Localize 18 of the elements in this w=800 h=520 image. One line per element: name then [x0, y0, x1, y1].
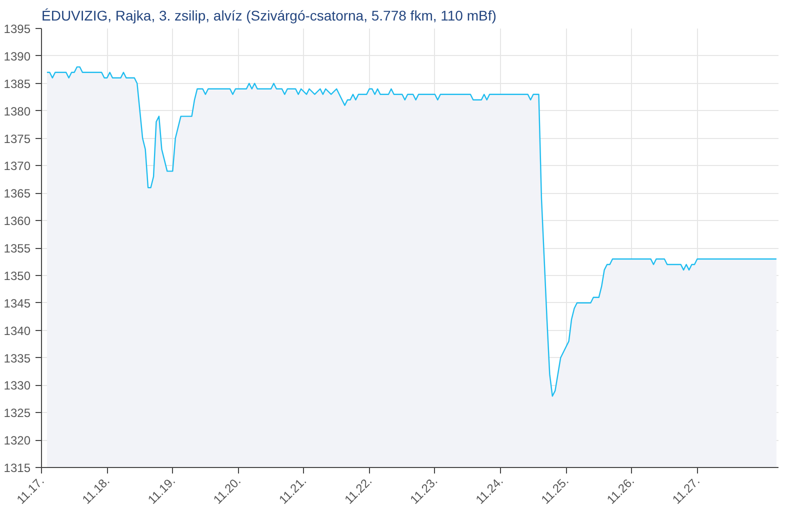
y-tick-label: 1380 [4, 104, 31, 118]
y-tick-label: 1350 [4, 268, 31, 283]
chart-title: ÉDUVIZIG, Rajka, 3. zsilip, alvíz (Szivárgó-csatorna, 5.778 fkm, 110 mBf) [42, 8, 496, 24]
y-tick-label: 1325 [4, 406, 31, 420]
y-tick-label: 1340 [4, 324, 31, 338]
y-tick-label: 1355 [4, 242, 31, 256]
y-tick-label: 1390 [4, 49, 31, 64]
y-tick-label: 1370 [4, 159, 31, 174]
y-tick-label: 1365 [4, 186, 31, 201]
y-tick-label: 1315 [4, 461, 31, 475]
y-tick-label: 1375 [4, 132, 31, 146]
y-tick-label: 1345 [4, 296, 31, 310]
y-tick-label: 1395 [4, 22, 31, 36]
y-tick-label: 1335 [4, 351, 31, 366]
y-tick-label: 1385 [4, 76, 31, 91]
y-tick-label: 1330 [4, 378, 31, 393]
y-tick-label: 1320 [4, 434, 31, 448]
y-tick-label: 1360 [4, 214, 31, 228]
